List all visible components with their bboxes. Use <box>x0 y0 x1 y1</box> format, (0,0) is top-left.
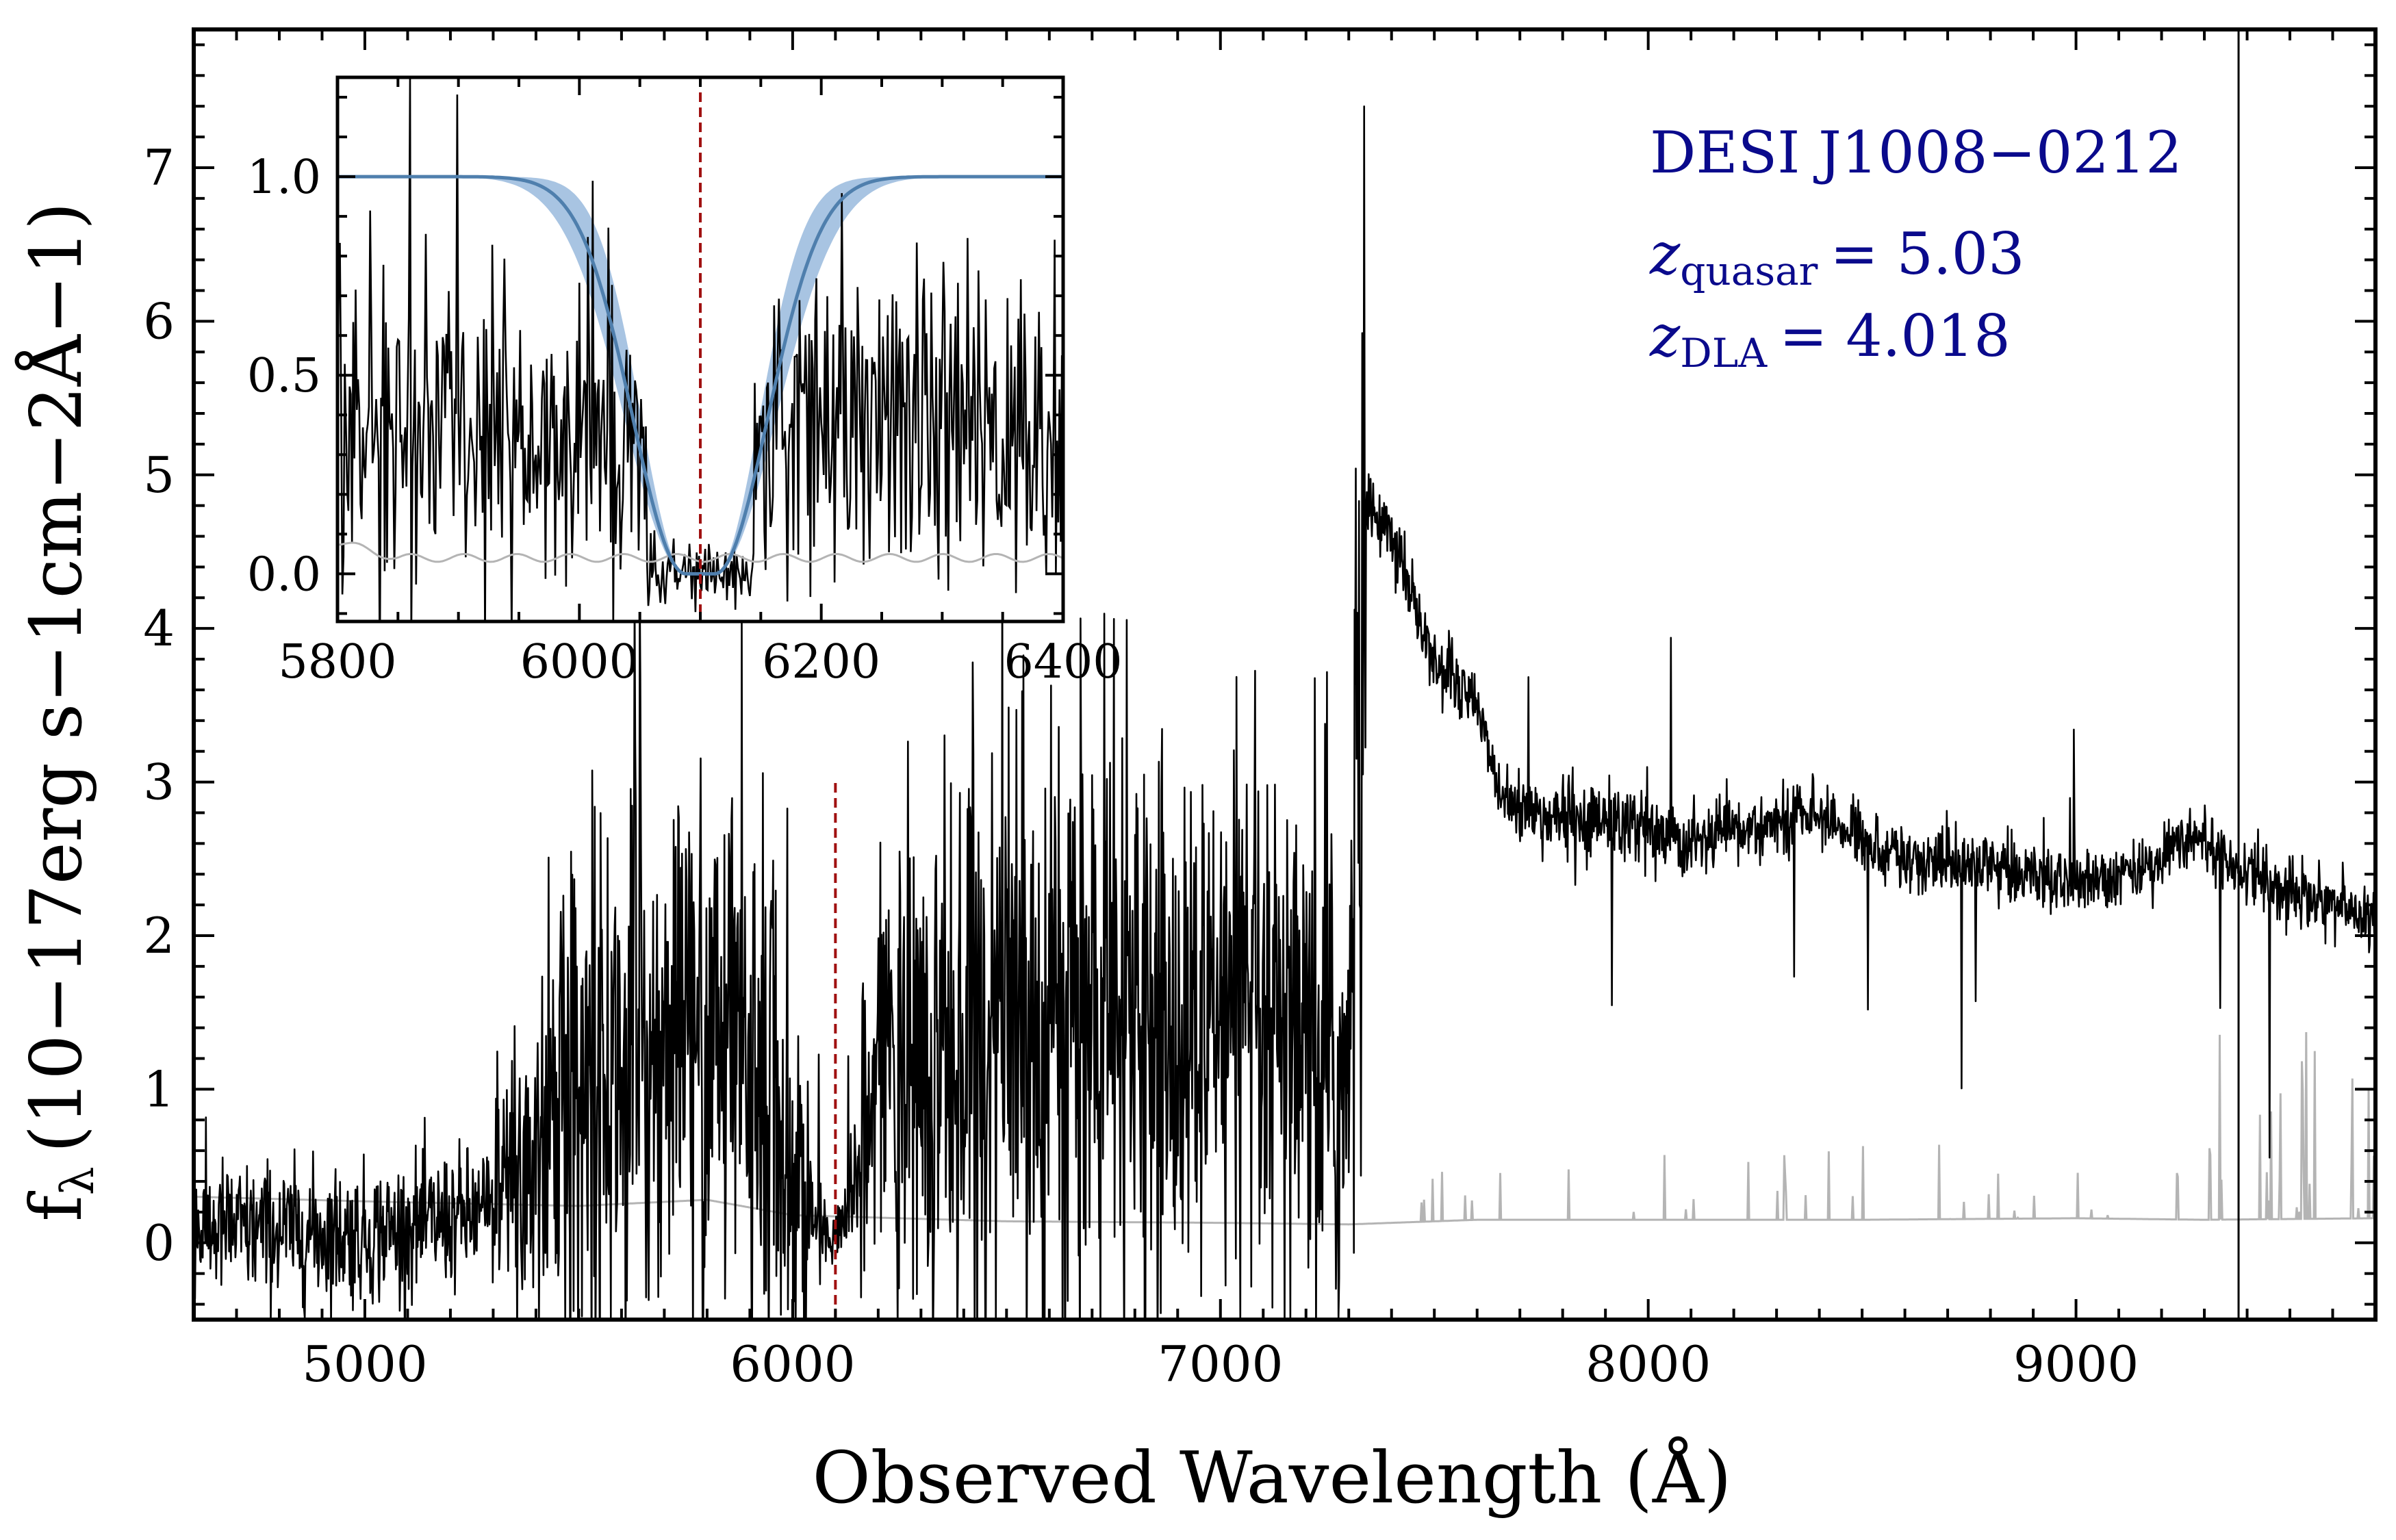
x-tick-label: 9000 <box>2013 1335 2139 1393</box>
y-tick-label: 3 <box>143 754 175 811</box>
y-axis-title-subscript: λ <box>51 1166 104 1195</box>
x-tick-label: 5000 <box>302 1335 427 1393</box>
main-clipped-data <box>194 29 2375 1320</box>
x-axis-title: Observed Wavelength (Å) <box>812 1435 1731 1519</box>
z-dla-subscript: DLA <box>1680 330 1768 376</box>
y-tick-label: 5 <box>143 446 175 504</box>
y-tick-label: 2 <box>143 907 175 964</box>
inset-clipped-data <box>337 77 1063 621</box>
x-tick-label: 8000 <box>1585 1335 1711 1393</box>
inset-x-tick-label: 6200 <box>762 635 880 689</box>
inset-plot-data <box>337 77 1063 621</box>
object-name-label: DESI J1008−0212 <box>1650 119 2182 186</box>
inset-x-tick-label: 6000 <box>520 635 639 689</box>
inset-y-tick-label: 0.0 <box>247 548 321 602</box>
main-plot-data <box>194 29 2375 1320</box>
z-quasar-label: zquasar = 5.03 <box>1649 220 2025 294</box>
inset-x-tick-label: 5800 <box>278 635 396 689</box>
inset-plot-axes: 5800 6000 6200 6400 0.0 0.5 1.0 <box>247 75 1123 689</box>
z-quasar-subscript: quasar <box>1680 248 1818 294</box>
inset-y-tick-label: 1.0 <box>247 151 321 205</box>
y-tick-label: 7 <box>143 139 175 196</box>
inset-y-tick-label: 0.5 <box>247 349 321 403</box>
z-dla-value: = 4.018 <box>1779 303 2011 370</box>
main-axes-frame <box>192 27 2378 1322</box>
y-tick-label: 1 <box>143 1060 175 1118</box>
x-tick-label: 7000 <box>1158 1335 1283 1393</box>
z-quasar-value: = 5.03 <box>1830 220 2024 287</box>
inset-model-line <box>337 175 1063 576</box>
z-dla-symbol: z <box>1649 303 1681 370</box>
z-dla-label: zDLA = 4.018 <box>1649 303 2011 376</box>
inset-flux-line <box>337 77 1063 621</box>
y-tick-label: 4 <box>143 600 175 657</box>
y-tick-label: 6 <box>143 292 175 350</box>
x-tick-label: 6000 <box>730 1335 855 1393</box>
y-tick-label: 0 <box>143 1214 175 1272</box>
main-plot-axes: 5000 6000 7000 8000 9000 0 1 2 3 4 5 6 7 <box>143 27 2378 1393</box>
main-flux-line <box>194 105 2375 1320</box>
y-axis-title-units: (10−17erg s−1cm−2Å−1) <box>14 202 98 1153</box>
y-axis-title-symbol: f <box>14 1191 98 1222</box>
y-axis-title: fλ (10−17erg s−1cm−2Å−1) <box>14 202 104 1221</box>
inset-x-tick-label: 6400 <box>1004 635 1122 689</box>
z-quasar-symbol: z <box>1649 220 1681 287</box>
